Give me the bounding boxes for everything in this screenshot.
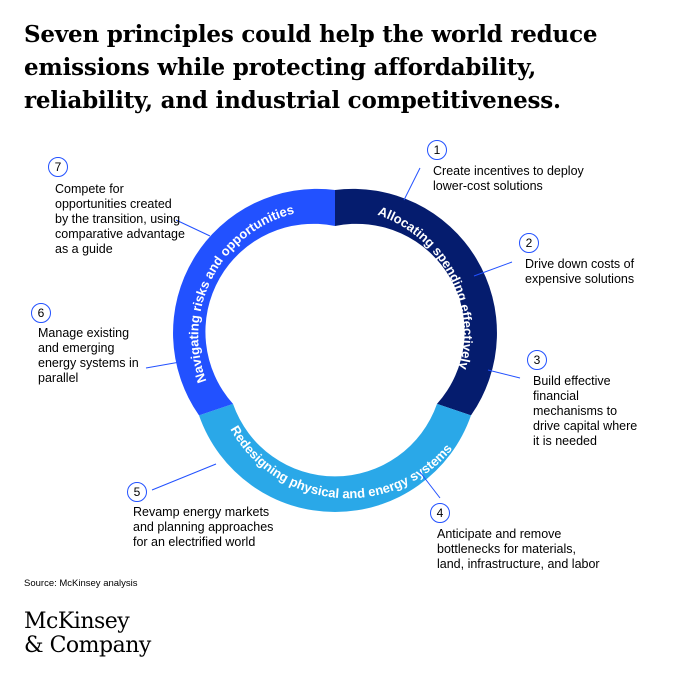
- ring-segment-redesigning: [199, 403, 471, 513]
- principle-number-3: 3: [527, 350, 547, 370]
- principle-text-3: Build effective financial mechanisms to …: [533, 374, 638, 448]
- principle-number-1: 1: [427, 140, 447, 160]
- principle-text-1: Create incentives to deploy lower-cost s…: [433, 164, 584, 193]
- connector-line-5: [151, 463, 217, 491]
- mckinsey-logo: McKinsey & Company: [24, 609, 151, 658]
- source-note: Source: McKinsey analysis: [24, 578, 138, 589]
- connector-line-3: [487, 369, 521, 379]
- principle-number-6: 6: [31, 303, 51, 323]
- principle-text-5: Revamp energy markets and planning appro…: [133, 505, 274, 549]
- connector-line-1: [403, 167, 421, 201]
- connector-line-4: [419, 471, 441, 499]
- ring-segment-allocating: [335, 188, 497, 416]
- connector-line-6: [145, 361, 181, 369]
- principle-number-5: 5: [127, 482, 147, 502]
- principle-number-4: 4: [430, 503, 450, 523]
- ring-segment-navigating: [173, 188, 335, 416]
- principle-text-2: Drive down costs of expensive solutions: [525, 257, 635, 286]
- principle-number-2: 2: [519, 233, 539, 253]
- principle-text-4: Anticipate and remove bottlenecks for ma…: [437, 527, 600, 571]
- connector-line-7: [175, 219, 211, 237]
- connector-line-2: [473, 261, 513, 277]
- page-title: Seven principles could help the world re…: [24, 21, 598, 114]
- principle-number-7: 7: [48, 157, 68, 177]
- principle-text-7: Compete for opportunities created by the…: [55, 182, 185, 256]
- principle-text-6: Manage existing and emerging energy syst…: [38, 326, 139, 385]
